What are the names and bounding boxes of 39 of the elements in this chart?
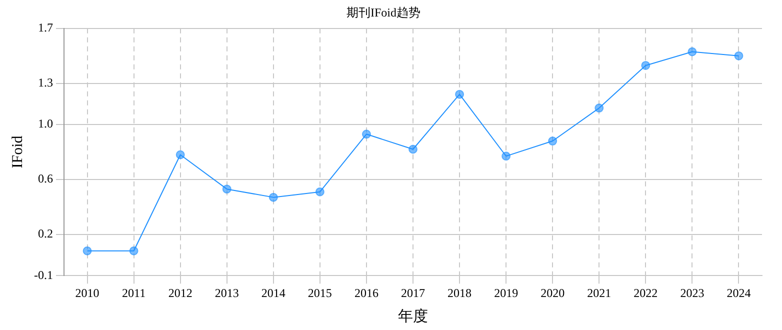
x-tick-label: 2022 [634,286,658,300]
y-tick-label: -0.1 [34,268,53,282]
point [362,130,371,139]
point [268,192,278,202]
point [455,90,464,99]
x-axis-title: 年度 [398,308,428,325]
x-tick-label: 2018 [448,286,472,300]
y-tick-label: 0.6 [38,172,53,186]
point [176,150,185,160]
x-tick-label: 2024 [726,286,751,300]
x-tick-label: 2014 [261,286,286,300]
y-tick-label: 1.3 [38,75,53,90]
point [129,246,138,256]
point [408,144,418,154]
y-tick-label: 0.2 [38,226,53,241]
x-tick-label: 2023 [680,286,704,300]
point [222,184,232,194]
x-tick-label: 2010 [75,286,100,300]
x-tick-label: 2021 [587,286,612,300]
point [641,60,650,70]
chart-title: 期刊IFoid趋势 [346,5,421,20]
point [502,152,511,161]
x-tick-label: 2015 [308,286,332,300]
x-tick-label: 2011 [122,286,146,300]
y-tick-label: 1.7 [38,20,53,35]
x-tick-label: 2019 [494,286,518,300]
x-tick-label: 2012 [168,286,192,300]
point [688,47,697,56]
point [734,51,744,60]
point [594,104,604,113]
point [315,187,324,196]
point [548,136,558,146]
y-tick-label: 1.0 [38,116,53,131]
point [82,246,92,256]
x-tick-label: 2017 [401,286,425,300]
x-tick-label: 2020 [540,286,565,300]
x-tick-label: 2016 [354,286,378,300]
y-axis-title: IFoid [10,135,26,168]
x-tick-label: 2013 [214,286,239,300]
